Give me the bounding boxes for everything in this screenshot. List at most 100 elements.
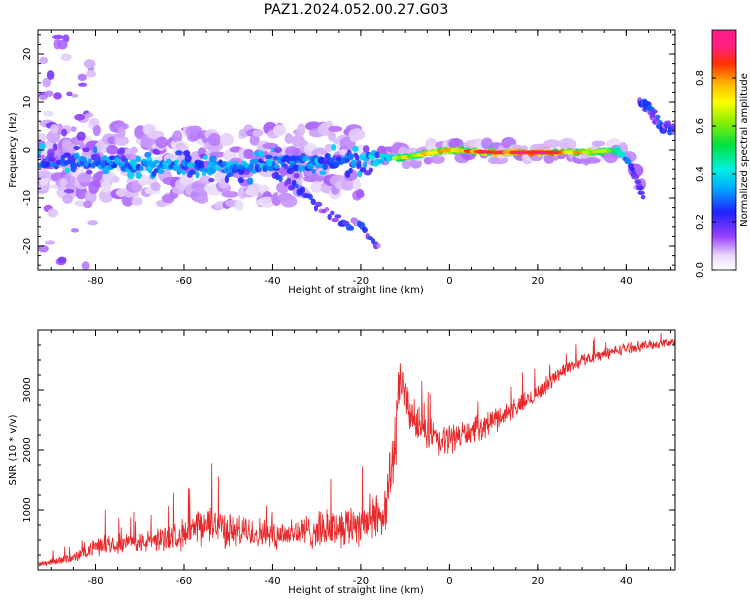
spectrogram-blob [272, 155, 279, 161]
spectrogram-blob [62, 194, 73, 204]
snr-xlabel: Height of straight line (km) [288, 585, 424, 596]
spectrogram-blob [429, 154, 445, 164]
spectrogram-blob [221, 160, 228, 167]
spectrogram-blob [63, 188, 75, 194]
spectrogram-blob [38, 244, 49, 253]
spectrogram-blob [281, 169, 286, 178]
spectrogram-blob [286, 167, 295, 175]
spec-xtick-label: -60 [176, 276, 192, 287]
spec-ytick-label: -10 [22, 190, 33, 206]
spectrogram-blob [195, 194, 209, 204]
spectrogram-blob [221, 190, 239, 198]
spectrogram-blob [335, 156, 342, 162]
snr-xtick-label: 40 [620, 576, 633, 587]
snr-xtick-label: -80 [87, 576, 103, 587]
spectrogram-blob [355, 188, 365, 199]
spectrogram-blob [258, 150, 264, 158]
spectrogram-blob [634, 179, 642, 185]
spectrogram-blob [273, 164, 280, 169]
spectrogram-blob [181, 170, 186, 176]
spectrogram-blob [620, 152, 625, 158]
spectrogram-blob [70, 164, 77, 173]
spectrogram-blob [76, 172, 93, 183]
spectrogram-blob [49, 184, 59, 189]
spec-xtick-label: 0 [446, 276, 452, 287]
spectrogram-blob [330, 210, 335, 216]
spectrogram-blob [201, 171, 207, 176]
spectrogram-blob [202, 154, 208, 160]
spectrogram-blob [315, 163, 324, 169]
spectrogram-blob [249, 134, 260, 146]
spectrogram-blob [46, 70, 55, 80]
spectrogram-blob [71, 93, 79, 98]
spec-xtick-label: 40 [620, 276, 633, 287]
spectrogram-blob [514, 150, 522, 155]
spectrogram-heatmap [38, 34, 675, 270]
spectrogram-blob [219, 132, 234, 147]
colorbar-gradient [711, 29, 737, 271]
spectrogram-blob [262, 165, 268, 171]
spectrogram-blob [87, 158, 92, 164]
spec-ytick-label: 20 [22, 48, 33, 61]
spectrogram-blob [670, 123, 675, 130]
spectrogram-blob [79, 156, 87, 162]
spectrogram-blob [74, 140, 84, 145]
spectrogram-blob [189, 169, 197, 175]
spectrogram-blob [232, 163, 238, 171]
spectrogram-blob [39, 177, 49, 187]
spectrogram-blob [264, 154, 273, 160]
spectrogram-blob [100, 180, 112, 193]
spectrogram-blob [308, 193, 313, 201]
spec-ytick-label: -20 [22, 238, 33, 254]
spectrogram-blob [175, 150, 183, 156]
snr-panel: -80 -60 -40 -20 0 20 40 1000 2000 3000 Height of … [8, 329, 676, 596]
spectrogram-blob [76, 131, 86, 142]
spectrogram-blob [44, 90, 54, 97]
spectrogram-blob [46, 130, 61, 144]
spectrogram-blob [319, 170, 327, 176]
spectrogram-blob [144, 151, 152, 158]
spectrogram-blob [359, 167, 367, 173]
spectrogram-blob [311, 168, 316, 174]
spectrogram-blob [102, 166, 110, 175]
spectrogram-blob [284, 133, 293, 145]
spectrogram-blob [147, 167, 153, 174]
spectrogram-blob [352, 178, 362, 191]
spectrogram-blob [157, 168, 165, 175]
spectrogram-blob [111, 175, 120, 184]
spectrogram-blob [199, 160, 205, 166]
spectrogram-blob [85, 69, 96, 78]
spectrogram-blob [494, 150, 503, 155]
spectrogram-blob [655, 114, 661, 120]
spectrogram-blob [368, 167, 373, 173]
spectrogram-blob [57, 256, 67, 263]
spectrogram-ylabel: Frequency (Hz) [8, 112, 19, 188]
spectrogram-blob [331, 143, 337, 151]
spectrogram-blob [209, 155, 217, 163]
colorbar-tick-label: 0.4 [695, 166, 706, 182]
snr-xtick-label: -40 [264, 576, 280, 587]
spectrogram-blob [207, 132, 222, 147]
spectrogram-blob [376, 242, 381, 249]
spectrogram-blob [328, 131, 337, 142]
spectrogram-blob [234, 200, 244, 211]
spectrogram-blob [83, 200, 93, 209]
spectrogram-blob [82, 147, 90, 153]
spectrogram-blob [374, 151, 380, 159]
spectrogram-blob [401, 159, 412, 170]
spectrogram-blob [278, 174, 283, 183]
spectrogram-blob [155, 136, 169, 149]
spectrogram-blob [61, 128, 68, 137]
spectrogram-blob [208, 177, 215, 183]
colorbar-tick-label: 0.0 [695, 262, 706, 278]
spectrogram-blob [81, 261, 90, 270]
spectrogram-blob [249, 162, 254, 168]
spectrogram-blob [636, 185, 644, 191]
spectrogram-blob [345, 170, 351, 178]
spec-ytick-label: 10 [22, 96, 33, 109]
spectrogram-blob [348, 153, 354, 161]
spectrogram-blob [52, 143, 58, 151]
spectrogram-blob [172, 130, 183, 144]
snr-xtick-label: 0 [446, 576, 452, 587]
